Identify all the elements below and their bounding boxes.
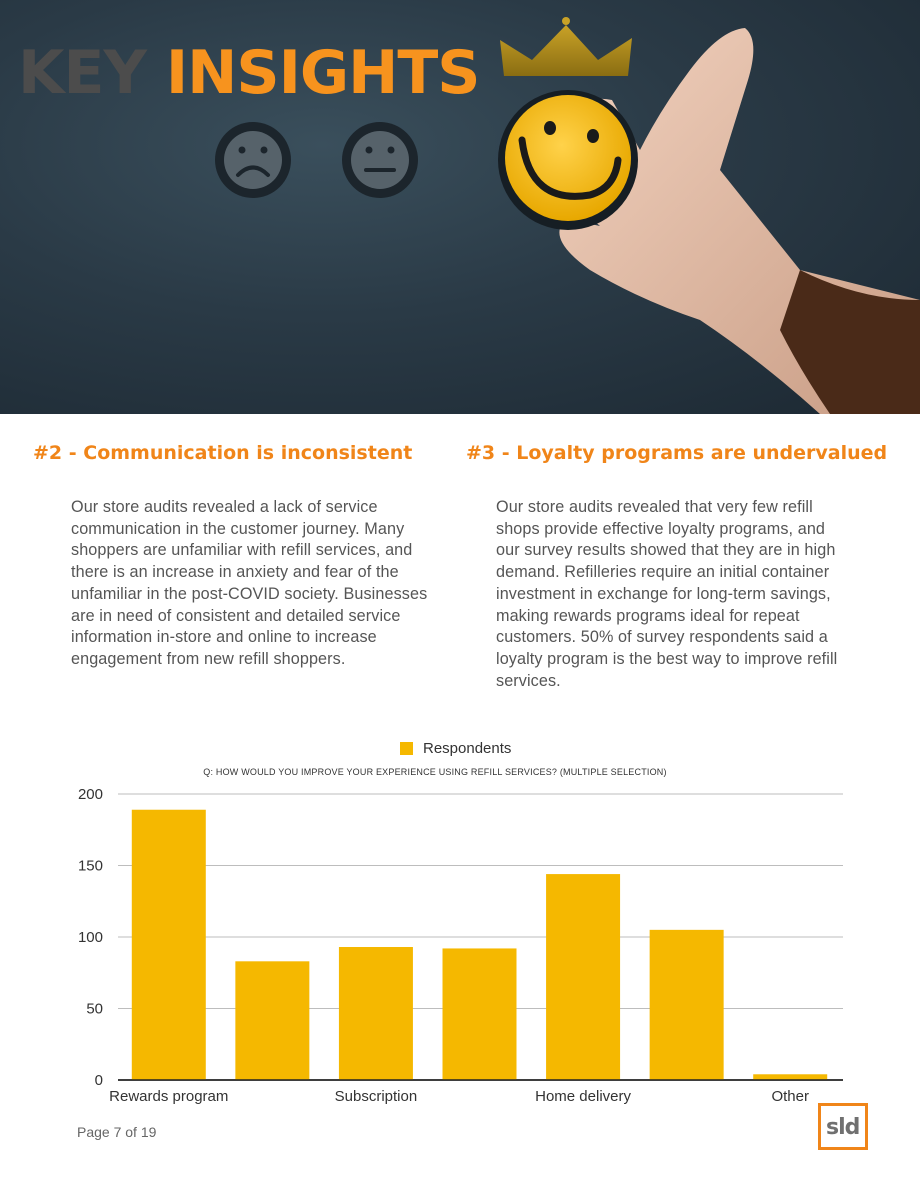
neutral-face-icon — [342, 122, 418, 198]
x-tick-label: Rewards program — [109, 1088, 228, 1105]
y-tick-label: 200 — [78, 786, 103, 803]
crown-icon — [500, 17, 632, 76]
bar — [235, 961, 310, 1080]
bar — [649, 929, 724, 1080]
title-word-insights: INSIGHTS — [165, 38, 481, 108]
logo-text: sld — [826, 1115, 860, 1140]
legend-swatch — [400, 742, 413, 755]
y-tick-label: 150 — [78, 858, 103, 875]
section-2-body: Our store audits revealed a lack of serv… — [71, 498, 428, 668]
chart-title: Q: HOW WOULD YOU IMPROVE YOUR EXPERIENCE… — [203, 767, 667, 777]
section-2-heading: #2 - Communication is inconsistent — [33, 442, 413, 464]
bar — [131, 809, 206, 1080]
section-3-body: Our store audits revealed that very few … — [496, 498, 838, 690]
y-tick-label: 100 — [78, 929, 103, 946]
bar — [753, 1074, 828, 1080]
hero-illustration — [215, 17, 920, 414]
sld-logo: sld — [818, 1103, 868, 1150]
hand-image — [559, 28, 920, 414]
chart-legend: Respondents — [400, 740, 511, 757]
hero-banner: KEY INSIGHTS — [0, 0, 920, 414]
happy-face-icon — [498, 90, 638, 230]
legend-label: Respondents — [423, 740, 512, 757]
x-tick-label: Other — [771, 1088, 809, 1105]
sad-face-icon — [215, 122, 291, 198]
page-title: KEY INSIGHTS — [18, 38, 481, 108]
x-tick-label: Subscription — [335, 1088, 418, 1105]
bar — [338, 947, 413, 1080]
page-number: Page 7 of 19 — [77, 1124, 157, 1140]
y-tick-label: 50 — [86, 1001, 103, 1018]
bar — [442, 948, 517, 1080]
y-tick-label: 0 — [95, 1072, 103, 1089]
title-word-key: KEY — [18, 38, 147, 108]
bar — [546, 874, 621, 1080]
x-tick-label: Home delivery — [535, 1088, 631, 1105]
section-3-heading: #3 - Loyalty programs are undervalued — [466, 442, 888, 464]
